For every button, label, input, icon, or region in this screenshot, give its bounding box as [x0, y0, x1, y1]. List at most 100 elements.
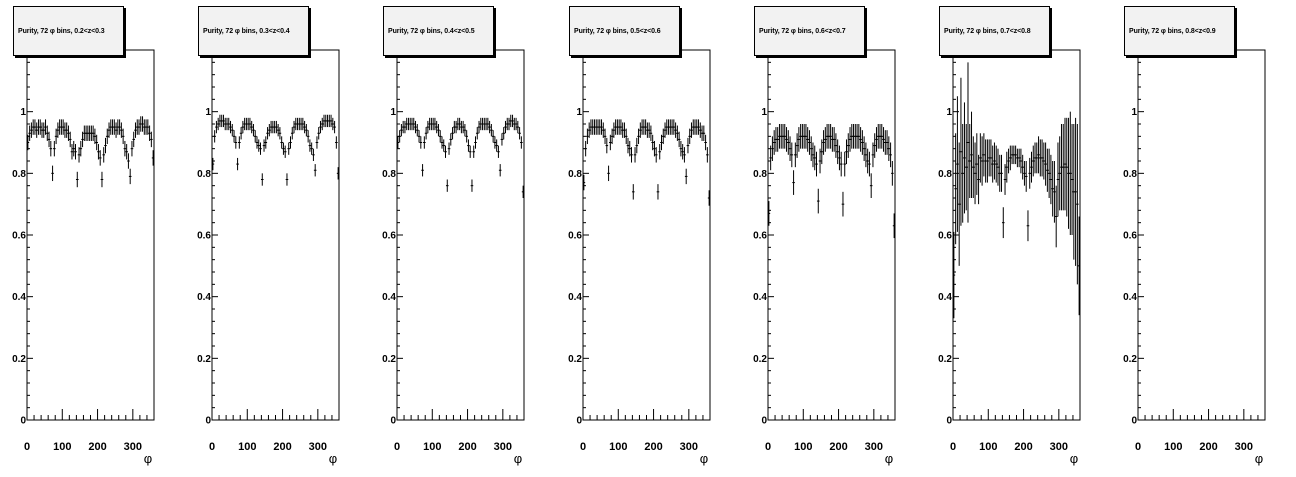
data-point — [102, 147, 106, 163]
data-point — [786, 130, 790, 155]
data-point — [1040, 139, 1044, 177]
data-point — [963, 102, 966, 214]
data-point — [889, 142, 892, 168]
data-point — [1001, 207, 1005, 239]
data-point — [227, 117, 231, 131]
y-tick-label: 0.8 — [12, 169, 26, 180]
data-point — [241, 120, 245, 134]
data-point — [785, 127, 788, 152]
data-point — [1042, 142, 1046, 180]
plot-title: Purity, 72 φ bins, 0.8<z<0.9 — [1124, 6, 1235, 56]
data-point — [134, 122, 137, 138]
data-point — [319, 120, 322, 134]
data-point — [278, 127, 282, 140]
y-tick-label: 0.8 — [753, 169, 767, 180]
data-point — [1000, 154, 1003, 192]
y-tick-label: 1 — [205, 107, 211, 118]
data-point — [423, 136, 426, 149]
data-point — [268, 124, 271, 137]
data-point — [769, 145, 772, 171]
data-point — [586, 128, 589, 145]
data-point — [461, 120, 465, 134]
data-point — [880, 124, 884, 149]
data-point — [253, 130, 257, 143]
data-point — [654, 147, 658, 163]
data-point — [982, 133, 986, 177]
y-tick-label: 0.6 — [12, 231, 26, 242]
data-point — [630, 147, 633, 163]
data-point — [398, 130, 401, 143]
plot-title: Purity, 72 φ bins, 0.5<z<0.6 — [569, 6, 680, 56]
data-point — [104, 137, 107, 154]
data-point — [653, 140, 656, 157]
data-point — [609, 134, 612, 151]
data-point — [42, 122, 46, 138]
data-point — [255, 136, 259, 149]
data-point — [107, 122, 111, 138]
data-point — [1019, 148, 1023, 174]
data-point — [493, 136, 497, 149]
data-point — [70, 144, 74, 160]
data-point — [113, 119, 116, 135]
data-point — [832, 127, 836, 152]
data-point — [795, 133, 799, 158]
data-point — [234, 136, 238, 149]
data-point — [871, 142, 875, 168]
x-tick-label: 300 — [124, 441, 142, 453]
y-tick-label: 1 — [946, 107, 952, 118]
data-point — [961, 124, 965, 223]
x-tick-label: 300 — [494, 441, 512, 453]
data-point — [841, 191, 845, 217]
data-point — [403, 120, 407, 134]
data-point — [150, 131, 153, 148]
data-point — [511, 114, 514, 128]
data-point — [419, 136, 423, 149]
data-point — [676, 125, 679, 141]
y-tick-label: 0 — [946, 416, 952, 427]
data-point — [282, 142, 285, 155]
data-point — [644, 119, 647, 135]
data-point — [683, 147, 686, 163]
data-point — [486, 117, 490, 131]
data-point — [400, 124, 403, 137]
data-point — [619, 119, 623, 135]
data-point — [797, 127, 801, 152]
data-point — [829, 124, 832, 149]
plot-title: Purity, 72 φ bins, 0.4<z<0.5 — [383, 6, 494, 56]
data-point — [977, 154, 980, 205]
data-point — [862, 136, 866, 161]
data-point — [1037, 136, 1040, 174]
data-point — [49, 140, 53, 157]
x-axis-label: φ — [1255, 451, 1263, 466]
data-point — [442, 139, 446, 152]
data-point — [994, 145, 998, 183]
x-axis-label: φ — [700, 451, 708, 466]
data-point — [93, 128, 97, 145]
x-tick-label: 200 — [644, 441, 662, 453]
data-point — [843, 151, 847, 177]
data-point — [1021, 154, 1024, 180]
data-point — [320, 117, 324, 131]
data-point — [771, 136, 774, 161]
data-point — [968, 124, 972, 198]
x-axis-label: φ — [329, 451, 337, 466]
data-point — [151, 150, 155, 166]
data-point — [312, 148, 315, 161]
x-tick-label: 0 — [209, 441, 215, 453]
data-point — [458, 117, 461, 131]
y-tick-label: 1 — [576, 107, 582, 118]
data-point — [1007, 148, 1010, 174]
data-point — [970, 111, 973, 198]
data-point — [440, 136, 444, 149]
data-point — [986, 139, 989, 183]
y-tick-label: 0 — [576, 416, 582, 427]
x-tick-label: 0 — [394, 441, 400, 453]
data-point — [213, 130, 216, 143]
data-point — [624, 128, 628, 145]
data-point — [520, 136, 523, 149]
